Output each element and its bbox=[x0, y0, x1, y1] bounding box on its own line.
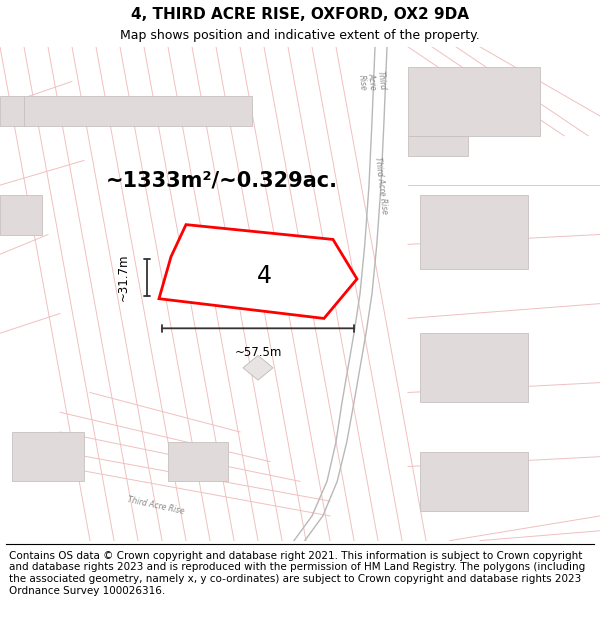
Bar bbox=[420, 333, 528, 402]
Bar bbox=[420, 452, 528, 511]
Text: ~1333m²/~0.329ac.: ~1333m²/~0.329ac. bbox=[106, 170, 338, 190]
Bar bbox=[24, 96, 252, 126]
Text: ~31.7m: ~31.7m bbox=[116, 254, 130, 301]
Bar bbox=[0, 195, 42, 234]
Text: Third Acre Rise: Third Acre Rise bbox=[127, 496, 185, 516]
Bar bbox=[408, 136, 468, 156]
Bar bbox=[408, 67, 540, 136]
Text: Third
Acre
Rise: Third Acre Rise bbox=[357, 70, 387, 93]
Polygon shape bbox=[243, 356, 273, 380]
Bar bbox=[12, 432, 84, 481]
Text: Map shows position and indicative extent of the property.: Map shows position and indicative extent… bbox=[120, 29, 480, 42]
Text: Contains OS data © Crown copyright and database right 2021. This information is : Contains OS data © Crown copyright and d… bbox=[9, 551, 585, 596]
Text: Third Acre Rise: Third Acre Rise bbox=[373, 156, 389, 214]
Polygon shape bbox=[159, 224, 357, 318]
Text: 4: 4 bbox=[257, 264, 271, 289]
Text: 4, THIRD ACRE RISE, OXFORD, OX2 9DA: 4, THIRD ACRE RISE, OXFORD, OX2 9DA bbox=[131, 6, 469, 21]
Text: ~57.5m: ~57.5m bbox=[235, 346, 281, 359]
Bar bbox=[168, 442, 228, 481]
Bar bbox=[228, 257, 288, 294]
Bar bbox=[0, 96, 24, 126]
Bar bbox=[420, 195, 528, 269]
